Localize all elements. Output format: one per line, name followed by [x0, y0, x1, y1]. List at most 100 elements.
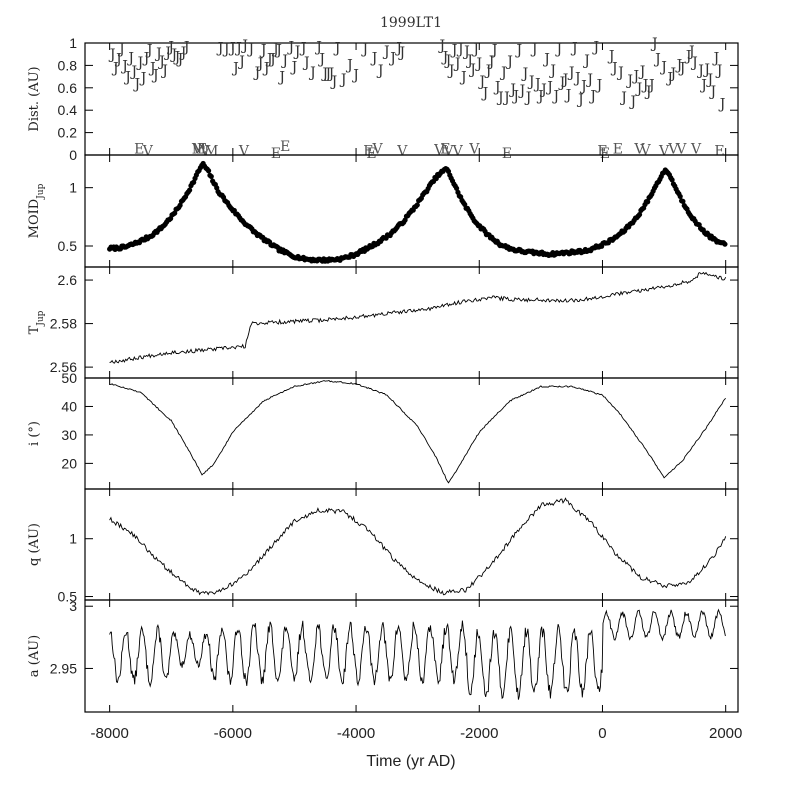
- jupiter-encounter-marker: J: [521, 66, 529, 82]
- jupiter-encounter-marker: J: [468, 62, 476, 78]
- moid-point: [722, 241, 728, 247]
- y-axis-label: TJup: [27, 310, 46, 334]
- jupiter-encounter-marker: J: [610, 61, 618, 77]
- y-tick-label: 3: [69, 598, 77, 614]
- encounter-marker-e: E: [440, 141, 450, 157]
- encounter-marker-e: E: [600, 146, 610, 162]
- encounter-marker-e: E: [366, 146, 376, 162]
- jupiter-encounter-marker: J: [579, 79, 587, 95]
- jupiter-encounter-marker: J: [487, 54, 495, 70]
- panel-a: 2.95 3 a (AU): [27, 598, 739, 713]
- jupiter-encounter-marker: J: [314, 39, 322, 55]
- incl-series-line: [109, 379, 727, 484]
- jupiter-encounter-marker: J: [718, 96, 726, 112]
- jupiter-encounter-marker: J: [705, 72, 713, 88]
- panel-frame: [84, 377, 739, 490]
- moid-point: [645, 199, 651, 205]
- y-axis-label: q (AU): [27, 523, 42, 566]
- jupiter-encounter-marker: J: [474, 56, 482, 72]
- encounter-marker-m: M: [192, 141, 206, 157]
- jupiter-encounter-marker: J: [231, 61, 239, 77]
- jupiter-encounter-marker: J: [142, 51, 150, 67]
- jupiter-encounter-marker: J: [669, 66, 677, 82]
- jupiter-encounter-marker: J: [573, 71, 581, 87]
- jupiter-encounter-marker: J: [591, 39, 599, 55]
- jupiter-encounter-marker: J: [514, 43, 522, 59]
- moid-point: [208, 173, 214, 180]
- jupiter-encounter-marker: J: [117, 42, 125, 58]
- jupiter-encounter-marker: J: [271, 42, 279, 58]
- encounter-marker-e: E: [597, 144, 607, 160]
- jupiter-encounter-marker: J: [456, 42, 464, 58]
- encounter-marker-v: V: [675, 141, 687, 157]
- jupiter-encounter-marker: J: [148, 61, 156, 77]
- encounter-marker-v: V: [433, 142, 445, 158]
- jupiter-encounter-marker: J: [650, 36, 658, 52]
- jupiter-encounter-marker: J: [333, 40, 341, 56]
- chart-title: 1999LT1: [380, 15, 442, 31]
- jupiter-encounter-marker: J: [173, 49, 181, 65]
- x-axis-label: Time (yr AD): [366, 753, 455, 770]
- jupiter-encounter-marker: J: [536, 89, 544, 105]
- jupiter-encounter-marker: J: [518, 83, 526, 99]
- jupiter-encounter-marker: J: [253, 65, 261, 81]
- x-tick-label: 0: [598, 725, 606, 742]
- y-axis-label-subscript: Jup: [36, 310, 46, 326]
- jupiter-encounter-marker: J: [216, 40, 224, 56]
- jupiter-encounter-marker: J: [548, 63, 556, 79]
- encounter-marker-e: E: [134, 141, 144, 157]
- panel-incl: 20 30 40 50 i (°): [27, 370, 739, 490]
- jupiter-encounter-marker: J: [551, 89, 559, 105]
- moid-point: [669, 177, 675, 183]
- jupiter-encounter-marker: J: [176, 52, 184, 68]
- jupiter-encounter-marker: J: [678, 61, 686, 77]
- encounter-marker-e: E: [271, 146, 281, 162]
- encounter-marker-v: V: [142, 144, 154, 160]
- moid-point: [636, 211, 643, 218]
- encounter-marker-e: E: [502, 146, 512, 162]
- y-tick-label: 0.6: [58, 80, 78, 96]
- jupiter-encounter-marker: J: [702, 62, 710, 78]
- jupiter-encounter-marker: J: [684, 48, 692, 64]
- x-tick-label: -2000: [460, 725, 498, 742]
- jupiter-encounter-marker: J: [351, 67, 359, 83]
- encounter-marker-v: V: [640, 142, 652, 158]
- jupiter-encounter-marker: J: [290, 60, 298, 76]
- jupiter-encounter-marker: J: [588, 89, 596, 105]
- y-axis-label: Dist. (AU): [27, 66, 42, 131]
- jupiter-encounter-marker: J: [582, 53, 590, 69]
- jupiter-encounter-marker: J: [616, 65, 624, 81]
- panel-frame: [84, 266, 739, 379]
- jupiter-encounter-marker: J: [129, 64, 137, 80]
- jupiter-encounter-marker: J: [690, 55, 698, 71]
- jupiter-encounter-marker: J: [585, 72, 593, 88]
- encounter-marker-e: E: [197, 141, 207, 157]
- y-tick-label: 0.8: [58, 57, 78, 73]
- jupiter-encounter-marker: J: [320, 66, 328, 82]
- jupiter-encounter-marker: J: [327, 66, 335, 82]
- jupiter-encounter-marker: J: [114, 52, 122, 68]
- jupiter-encounter-marker: J: [166, 39, 174, 55]
- y-tick-label: 40: [61, 398, 77, 414]
- jupiter-encounter-marker: J: [444, 53, 452, 69]
- y-axis-label: i (°): [27, 421, 42, 446]
- jupiter-encounter-marker: J: [123, 70, 131, 86]
- y-tick-label: 2.6: [58, 272, 78, 288]
- y-tick-label: 2.56: [50, 359, 77, 375]
- jupiter-encounter-marker: J: [564, 88, 572, 104]
- jupiter-encounter-marker: J: [302, 55, 310, 71]
- y-tick-label: 1: [69, 35, 77, 51]
- jupiter-encounter-marker: J: [247, 42, 255, 58]
- moid-point: [191, 179, 197, 185]
- jupiter-encounter-marker: J: [465, 53, 473, 69]
- jupiter-encounter-marker: J: [111, 61, 119, 77]
- jupiter-encounter-marker: J: [360, 42, 368, 58]
- jupiter-encounter-marker: J: [478, 74, 486, 90]
- y-tick-label: 0.5: [58, 589, 78, 605]
- panel-frame: [84, 488, 739, 601]
- jupiter-encounter-marker: J: [376, 63, 384, 79]
- encounter-marker-v: V: [452, 144, 464, 160]
- encounter-marker-v: V: [191, 141, 203, 157]
- jupiter-encounter-marker: J: [524, 90, 532, 106]
- a-series-line: [109, 608, 726, 700]
